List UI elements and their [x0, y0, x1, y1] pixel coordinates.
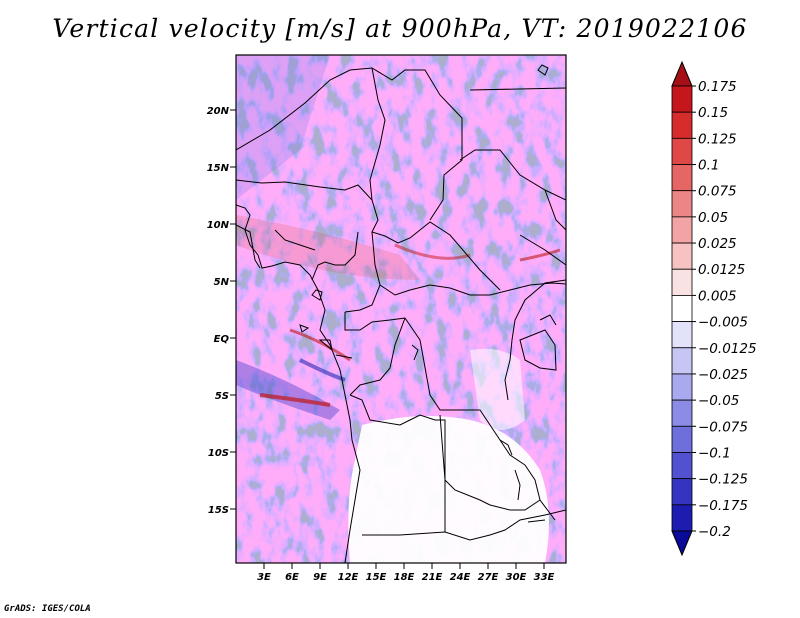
- lon-label-12e: 12E: [338, 572, 359, 583]
- colorbar-label: −0.1: [698, 445, 731, 461]
- colorbar-label: −0.175: [698, 498, 748, 514]
- colorbar-label: −0.025: [698, 367, 748, 383]
- lat-label-10s: 10S: [208, 448, 229, 459]
- lat-label-5n: 5N: [214, 277, 230, 288]
- colorbar: 0.175 0.15 0.125 0.1 0.075 0.05 0.025 0.0125 0.0…: [671, 60, 757, 557]
- lon-label-30e: 30E: [506, 572, 527, 583]
- colorbar-label: 0.125: [698, 131, 737, 147]
- colorbar-swatch: [671, 504, 693, 532]
- latitude-axis: [230, 109, 236, 510]
- colorbar-swatch: [671, 164, 693, 192]
- colorbar-label: −0.05: [698, 393, 739, 409]
- colorbar-swatch: [671, 190, 693, 218]
- colorbar-bottom-arrow: [671, 530, 693, 557]
- map-frame: [235, 54, 567, 564]
- colorbar-swatch: [671, 373, 693, 401]
- boundary-lines: [236, 64, 566, 563]
- lon-label-3e: 3E: [257, 572, 271, 583]
- lat-label-eq: EQ: [214, 334, 230, 345]
- lon-label-9e: 9E: [313, 572, 327, 583]
- colorbar-swatch: [671, 216, 693, 244]
- colorbar-label: −0.075: [698, 419, 748, 435]
- colorbar-swatch: [671, 242, 693, 270]
- lat-label-15s: 15S: [208, 505, 229, 516]
- colorbar-label: 0.05: [698, 210, 728, 226]
- colorbar-label: 0.005: [698, 288, 737, 304]
- longitude-axis: [263, 563, 545, 569]
- colorbar-label: 0.175: [698, 79, 737, 95]
- lat-label-20n: 20N: [207, 106, 230, 117]
- colorbar-swatch: [671, 295, 693, 322]
- colorbar-label: −0.125: [698, 472, 748, 488]
- colorbar-label: 0.075: [698, 184, 737, 200]
- colorbar-label: 0.1: [698, 158, 719, 174]
- colorbar-label: −0.005: [698, 315, 748, 331]
- lat-label-15n: 15N: [207, 163, 230, 174]
- colorbar-top-arrow: [671, 60, 693, 87]
- lat-label-5s: 5S: [215, 391, 229, 402]
- lon-label-21e: 21E: [422, 572, 443, 583]
- lon-label-18e: 18E: [394, 572, 415, 583]
- colorbar-swatch: [671, 452, 693, 480]
- colorbar-swatch: [671, 268, 693, 296]
- lat-label-10n: 10N: [207, 220, 230, 231]
- colorbar-label: 0.025: [698, 236, 737, 252]
- colorbar-label: 0.0125: [698, 262, 745, 278]
- map-title: Vertical velocity [m/s] at 900hPa, VT: 2…: [52, 14, 748, 43]
- colorbar-swatch: [671, 478, 693, 506]
- grads-credit: GrADS: IGES/COLA: [4, 604, 91, 614]
- lon-label-15e: 15E: [366, 572, 387, 583]
- colorbar-swatch: [671, 111, 693, 139]
- colorbar-swatch: [671, 321, 693, 349]
- colorbar-swatch: [671, 137, 693, 165]
- colorbar-swatch: [671, 347, 693, 375]
- colorbar-swatch: [671, 425, 693, 453]
- lon-label-27e: 27E: [478, 572, 499, 583]
- lon-label-33e: 33E: [534, 572, 555, 583]
- colorbar-swatch: [671, 399, 693, 427]
- colorbar-label: 0.15: [698, 105, 728, 121]
- lon-label-24e: 24E: [450, 572, 471, 583]
- colorbar-swatch: [671, 85, 693, 113]
- colorbar-label: −0.2: [698, 524, 731, 540]
- velocity-field: [236, 55, 566, 563]
- lon-label-6e: 6E: [285, 572, 299, 583]
- colorbar-label: −0.0125: [698, 341, 757, 357]
